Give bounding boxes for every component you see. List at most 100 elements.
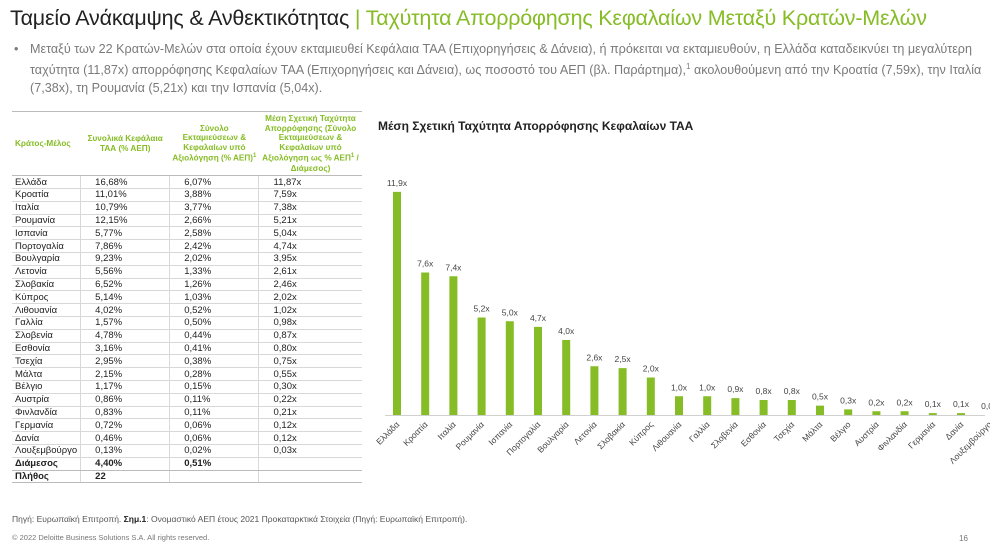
data-label-19: 0,1x [925, 399, 942, 409]
cell-disbursed: 0,51% [169, 457, 260, 471]
table-body: Ελλάδα 16,68% 6,07% 11,87x Κροατία 11,01% 3,88… [12, 175, 362, 484]
cell-total: 1,17% [80, 380, 171, 394]
bar-11 [703, 396, 712, 415]
table-row: Βουλγαρία 9,23% 2,02% 3,95x [12, 252, 362, 266]
table-row: Ρουμανία 12,15% 2,66% 5,21x [12, 214, 362, 228]
category-label-20: Δανία [943, 419, 965, 441]
category-label-18: Φινλανδία [875, 419, 909, 453]
data-label-18: 0,2x [897, 397, 914, 407]
data-label-17: 0,2x [868, 397, 885, 407]
bar-20 [957, 413, 965, 415]
table-row: Κύπρος 5,14% 1,03% 2,02x [12, 290, 362, 305]
bar-12 [731, 398, 740, 415]
cell-speed: 5,21x [258, 214, 362, 228]
bar-13 [759, 400, 768, 415]
bullet-text-a: Μεταξύ των 22 Κρατών-Μελών στα οποία έχο… [30, 42, 972, 78]
category-label-8: Σλοβακία [595, 419, 627, 451]
data-label-13: 0,8x [756, 386, 773, 396]
footer-source-a: Πηγή: Ευρωπαϊκή Επιτροπή. [12, 514, 122, 524]
category-label-12: Σλοβενία [709, 419, 740, 450]
table-row: Εσθονία 3,16% 0,41% 0,80x [12, 342, 362, 356]
cell-disbursed: 0,06% [169, 431, 260, 446]
title-separator: | [354, 6, 361, 30]
cell-country: Γαλλία [12, 316, 82, 330]
table-header-row: Κράτος-Μέλος Συνολικά Κεφάλαια ΤΑΑ (% ΑΕ… [12, 110, 362, 177]
cell-country: Βέλγιο [12, 380, 82, 394]
cell-disbursed: 0,06% [169, 418, 260, 433]
cell-total: 0,46% [80, 431, 171, 446]
cell-country: Ρουμανία [12, 214, 82, 228]
header-total: Συνολικά Κεφάλαια ΤΑΑ (% ΑΕΠ) [80, 110, 170, 177]
cell-speed: 4,74x [258, 239, 362, 254]
table-row: Φινλανδία 0,83% 0,11% 0,21x [12, 406, 362, 420]
header-speed-tail: / Διάμεσος) [290, 154, 359, 173]
cell-speed: 7,38x [258, 201, 362, 215]
cell-speed: 0,98x [258, 316, 362, 330]
cell-total: 4,02% [80, 303, 171, 318]
data-label-8: 2,5x [615, 354, 632, 364]
cell-total: 2,95% [80, 354, 171, 369]
footer-copyright: © 2022 Deloitte Business Solutions S.A. … [12, 533, 210, 542]
bullet-text-b: ακολουθούμενη από την Κροατία (7,59x), τ… [30, 63, 982, 96]
cell-disbursed: 0,11% [169, 393, 260, 407]
data-label-21: 0,0x [981, 401, 990, 411]
cell-total: 5,14% [80, 290, 171, 305]
category-label-10: Λιθουανία [650, 419, 684, 453]
cell-speed: 1,02x [258, 303, 362, 318]
cell-disbursed: 1,03% [169, 290, 260, 305]
table-row: Βέλγιο 1,17% 0,15% 0,30x [12, 380, 362, 394]
cell-speed: 7,59x [258, 188, 362, 202]
table-row: Τσεχία 2,95% 0,38% 0,75x [12, 354, 362, 369]
cell-speed: 5,04x [258, 226, 362, 241]
cell-country: Διάμεσος [12, 457, 82, 471]
cell-speed: 0,30x [258, 380, 362, 394]
category-label-0: Ελλάδα [374, 419, 401, 446]
cell-total: 7,86% [80, 239, 171, 254]
data-label-3: 5,2x [474, 304, 491, 314]
category-label-9: Κύπρος [627, 419, 655, 447]
cell-total: 6,52% [80, 278, 171, 292]
cell-disbursed: 2,58% [169, 226, 260, 241]
cell-disbursed: 0,44% [169, 329, 260, 343]
data-label-9: 2,0x [643, 364, 660, 374]
category-label-19: Γερμανία [906, 419, 937, 450]
bar-7 [590, 366, 599, 415]
cell-disbursed: 2,66% [169, 214, 260, 228]
cell-country: Κροατία [12, 188, 82, 202]
cell-country: Αυστρία [12, 393, 82, 407]
page-title: Ταμείο Ανάκαμψης & Ανθεκτικότητας | Ταχύ… [10, 6, 927, 31]
page-number: 16 [959, 534, 968, 543]
header-disbursed-text: Σύνολο Εκταμιεύσεων & Κεφαλαίων υπό Αξιο… [172, 123, 254, 164]
cell-speed [258, 457, 362, 471]
cell-country: Ισπανία [12, 226, 82, 241]
footer-source-b: : Ονομαστικό ΑΕΠ έτους 2021 Προκαταρκτικ… [146, 514, 468, 524]
header-speed-sup: 1 [350, 153, 355, 160]
cell-speed: 2,46x [258, 278, 362, 292]
header-speed: Μέση Σχετική Ταχύτητα Απορρόφησης (Σύνολ… [258, 110, 362, 177]
cell-speed: 0,55x [258, 367, 362, 382]
data-label-7: 2,6x [586, 352, 603, 362]
cell-total: 0,72% [80, 418, 171, 433]
cell-country: Λιθουανία [12, 303, 82, 318]
data-label-0: 11,9x [387, 178, 408, 188]
cell-speed: 0,87x [258, 329, 362, 343]
cell-total: 1,57% [80, 316, 171, 330]
cell-speed: 0,12x [258, 418, 362, 433]
data-label-20: 0,1x [953, 399, 970, 409]
table-row: Κροατία 11,01% 3,88% 7,59x [12, 188, 362, 202]
cell-total: 4,78% [80, 329, 171, 343]
data-label-14: 0,8x [784, 386, 801, 396]
cell-country: Κύπρος [12, 290, 82, 305]
cell-disbursed: 2,42% [169, 239, 260, 254]
cell-speed: 3,95x [258, 252, 362, 266]
cell-speed: 2,02x [258, 290, 362, 305]
bar-chart: 11,9x Ελλάδα 7,6x Κροατία 7,4x Ιταλία 5,2x Ρουμ… [374, 178, 990, 466]
data-label-10: 1,0x [671, 382, 688, 392]
bar-4 [505, 321, 514, 415]
bar-17 [872, 411, 881, 415]
cell-speed: 2,61x [258, 265, 362, 279]
cell-country: Ιταλία [12, 201, 82, 215]
cell-country: Λετονία [12, 265, 82, 279]
cell-disbursed: 0,38% [169, 354, 260, 369]
category-label-3: Ρουμανία [454, 419, 487, 452]
